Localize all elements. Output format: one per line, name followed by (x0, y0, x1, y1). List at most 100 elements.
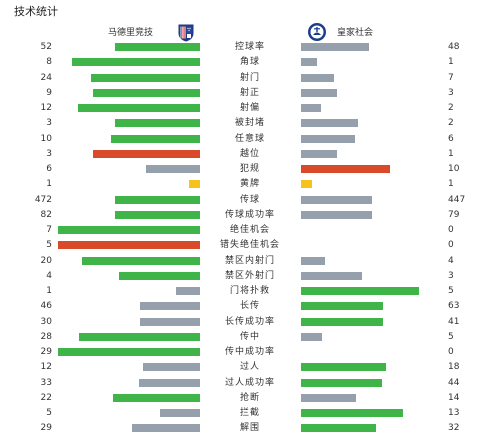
home-value: 9 (46, 87, 52, 98)
home-bar (93, 149, 200, 158)
stat-row: 5 拦截 13 (0, 406, 500, 421)
stat-row: 28 传中 5 (0, 330, 500, 345)
stat-label: 传球成功率 (224, 209, 275, 220)
stat-label: 长传 (239, 301, 260, 312)
away-bar (301, 73, 334, 82)
stat-row: 10 任意球 6 (0, 132, 500, 147)
stat-label: 控球率 (234, 42, 265, 52)
stat-row: 24 射门 7 (0, 71, 500, 86)
home-bar (72, 58, 200, 67)
home-bar (78, 104, 200, 112)
away-value: 4 (448, 255, 454, 266)
away-value: 18 (448, 362, 460, 373)
away-value: 44 (448, 377, 460, 388)
stat-row: 12 过人 18 (0, 360, 500, 375)
home-bar (176, 287, 200, 295)
away-value: 32 (448, 423, 460, 434)
away-bar (301, 210, 372, 219)
stat-row: 46 长传 63 (0, 299, 500, 314)
home-value: 8 (46, 57, 52, 68)
home-bar (160, 409, 200, 417)
away-value: 0 (448, 225, 454, 235)
stat-row: 5 错失绝佳机会 0 (0, 238, 500, 253)
stat-row: 472 传球 447 (0, 193, 500, 208)
away-bar (301, 409, 403, 417)
home-value: 22 (40, 392, 52, 403)
home-value: 46 (40, 301, 52, 312)
away-bar (301, 271, 362, 280)
stat-label: 抢断 (239, 392, 260, 403)
home-bar (115, 210, 200, 219)
stat-row: 9 射正 3 (0, 86, 500, 101)
away-bar (301, 104, 321, 112)
stat-label: 射偏 (239, 103, 260, 113)
atletico-crest-icon (178, 24, 194, 42)
stat-label: 射门 (239, 72, 260, 83)
away-value: 5 (448, 331, 454, 342)
stat-row: 30 长传成功率 41 (0, 315, 500, 330)
home-value: 10 (40, 133, 52, 144)
stat-label: 传球 (239, 194, 260, 205)
away-bar (301, 332, 322, 341)
stat-label: 传中成功率 (224, 347, 275, 357)
stat-row: 12 射偏 2 (0, 101, 500, 116)
away-value: 48 (448, 42, 460, 52)
away-bar (301, 134, 355, 143)
home-bar (58, 241, 200, 250)
home-bar (143, 363, 200, 372)
away-value: 6 (448, 133, 454, 144)
away-value: 447 (448, 194, 466, 205)
away-bar (301, 165, 390, 173)
stat-row: 20 禁区内射门 4 (0, 254, 500, 269)
away-value: 10 (448, 164, 460, 174)
away-bar (301, 317, 383, 326)
home-bar (189, 180, 200, 189)
home-bar (111, 134, 200, 143)
away-bar (301, 149, 337, 158)
home-value: 6 (46, 164, 52, 174)
home-bar (79, 332, 200, 341)
stat-label: 拦截 (239, 408, 260, 418)
away-value: 63 (448, 301, 460, 312)
away-bar (301, 287, 419, 295)
home-value: 3 (46, 148, 52, 159)
home-bar (82, 256, 200, 265)
away-bar (301, 43, 369, 51)
home-bar (132, 424, 200, 433)
stat-label: 被封堵 (234, 118, 265, 129)
stat-label: 绝佳机会 (229, 225, 270, 235)
stat-label: 长传成功率 (224, 316, 275, 327)
home-value: 472 (34, 194, 52, 205)
home-bar (146, 165, 200, 173)
home-team-name: 马德里竞技 (108, 28, 154, 38)
stat-row: 22 抢断 14 (0, 391, 500, 406)
home-bar (58, 226, 200, 234)
away-bar (301, 88, 337, 97)
away-value: 0 (448, 240, 454, 251)
stat-row: 3 越位 1 (0, 147, 500, 162)
home-bar (115, 43, 200, 51)
away-value: 3 (448, 270, 454, 281)
stat-row: 82 传球成功率 79 (0, 208, 500, 223)
home-bar (140, 317, 200, 326)
away-bar (301, 195, 372, 204)
home-value: 82 (40, 209, 52, 220)
away-value: 41 (448, 316, 460, 327)
stat-label: 过人 (239, 362, 260, 373)
home-value: 5 (46, 408, 52, 418)
home-value: 1 (46, 179, 52, 190)
home-value: 7 (46, 225, 52, 235)
real-sociedad-crest-icon (308, 23, 326, 41)
stat-label: 角球 (239, 57, 260, 68)
home-bar (93, 88, 200, 97)
away-value: 2 (448, 118, 454, 129)
stat-label: 犯规 (239, 164, 260, 174)
away-value: 7 (448, 72, 454, 83)
away-value: 14 (448, 392, 460, 403)
stat-row: 4 禁区外射门 3 (0, 269, 500, 284)
home-value: 52 (40, 42, 52, 52)
home-value: 20 (40, 255, 52, 266)
home-bar (140, 302, 200, 311)
stat-label: 黄牌 (239, 179, 260, 190)
home-value: 29 (40, 347, 52, 357)
